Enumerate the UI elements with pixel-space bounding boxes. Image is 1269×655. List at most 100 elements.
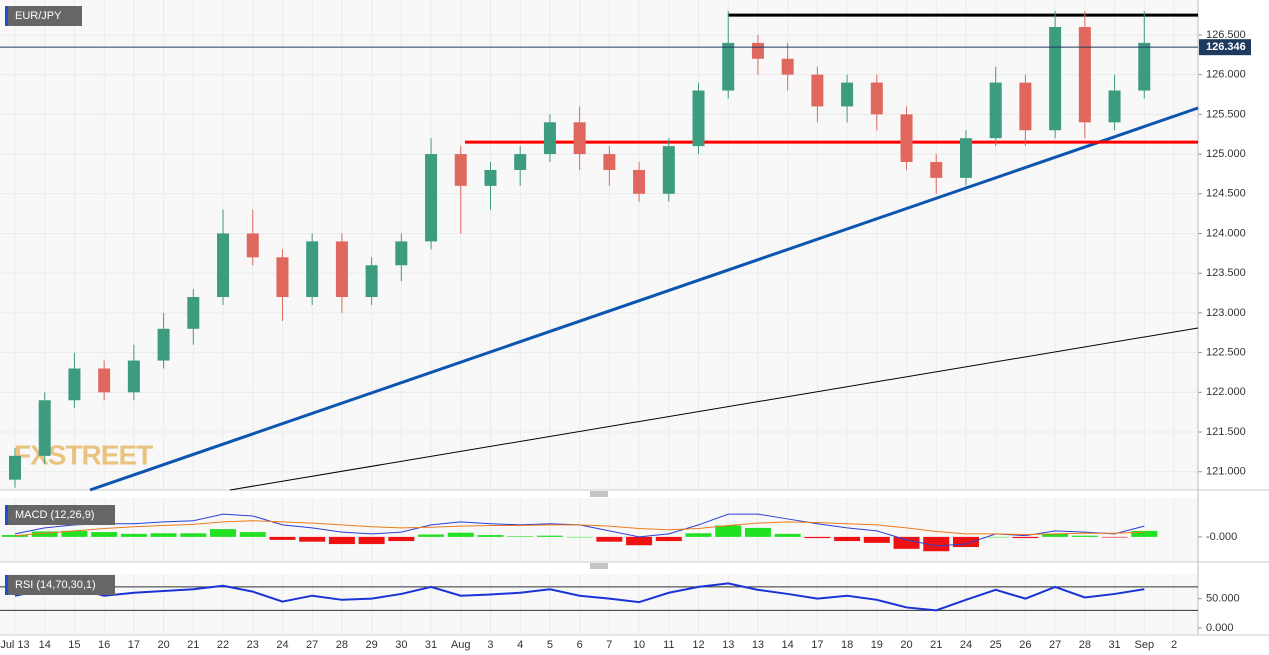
candle-body	[959, 138, 972, 178]
candle-body	[68, 368, 81, 401]
x-tick-label: 13	[722, 639, 734, 651]
macd-panel	[0, 498, 1198, 562]
x-tick-label: 20	[900, 639, 912, 651]
title-box	[5, 505, 115, 525]
trendline	[89, 106, 1199, 492]
title-box	[5, 6, 82, 26]
x-tick-label: 14	[39, 639, 51, 651]
panel-title: RSI (14,70,30,1)	[15, 579, 96, 591]
macd-histogram-bar	[507, 536, 534, 537]
plot-layer: Jul 13 14 15 16 17 20 21 22 23 24 27 28 29 30 31 Aug 3 4 5…	[0, 0, 1251, 651]
x-tick-label: 29	[365, 639, 377, 651]
watermark: FXSTREET	[14, 439, 153, 470]
y-tick-label: 124.000	[1206, 227, 1246, 239]
macd-histogram-bar	[269, 536, 296, 540]
y-tick-label: 125.000	[1206, 148, 1246, 160]
macd-histogram-bar	[982, 536, 1009, 538]
macd-histogram-bar	[299, 536, 326, 542]
macd-histogram-bar	[120, 533, 147, 537]
candle-body	[633, 169, 646, 194]
x-tick-label: 23	[247, 639, 259, 651]
y-tick-label: 124.500	[1206, 188, 1246, 200]
candle-body	[276, 257, 289, 298]
candle-body	[98, 368, 111, 393]
candle-body	[900, 114, 913, 163]
macd-histogram-bar	[744, 527, 771, 537]
x-tick-label: 7	[606, 639, 612, 651]
macd-histogram-bar	[1071, 535, 1098, 537]
macd-histogram-bar	[61, 530, 88, 537]
title-accent	[5, 6, 8, 26]
x-tick-label: Aug	[451, 639, 471, 651]
candle-body	[870, 82, 883, 115]
macd-histogram-bar	[91, 532, 118, 537]
macd-histogram-bar	[1101, 536, 1128, 538]
trendline	[229, 327, 1199, 491]
x-tick-label: 15	[68, 639, 80, 651]
macd-histogram-bar	[1042, 533, 1069, 537]
x-tick-label: 21	[187, 639, 199, 651]
candle-body	[989, 82, 1002, 139]
macd-histogram-bar	[952, 536, 979, 548]
y-tick-label: 126.000	[1206, 69, 1246, 81]
macd-histogram-bar	[774, 533, 801, 537]
x-tick-label: 12	[692, 639, 704, 651]
x-tick-label: 25	[990, 639, 1002, 651]
y-tick-label: 50.000	[1206, 593, 1240, 605]
macd-histogram-bar	[239, 532, 266, 537]
drag-handle[interactable]	[590, 491, 608, 497]
y-tick-label: 123.500	[1206, 267, 1246, 279]
y-tick-label: -0.000	[1206, 531, 1237, 543]
x-tick-label: 14	[782, 639, 794, 651]
candle-body	[1049, 27, 1062, 131]
macd-histogram-bar	[447, 532, 474, 537]
candle-body	[573, 122, 586, 155]
rsi-panel	[0, 574, 1198, 635]
x-tick-label: 30	[395, 639, 407, 651]
candle-body	[811, 74, 824, 107]
candle-body	[930, 162, 943, 178]
macd-histogram-bar	[180, 533, 207, 537]
macd-histogram-bar	[418, 534, 445, 537]
macd-histogram-bar	[834, 536, 861, 542]
x-tick-label: Jul 13	[0, 639, 29, 651]
macd-histogram-bar	[923, 536, 950, 552]
candle-body	[454, 154, 467, 186]
y-tick-label: 122.000	[1206, 386, 1246, 398]
x-tick-label: 28	[1079, 639, 1091, 651]
x-tick-label: 5	[547, 639, 553, 651]
candle-body	[157, 328, 170, 361]
macd-histogram-bar	[863, 536, 890, 543]
last-price-label: 126.346	[1206, 41, 1246, 53]
drag-handle[interactable]	[590, 563, 608, 569]
x-tick-label: 24	[276, 639, 288, 651]
x-tick-label: 13	[752, 639, 764, 651]
y-tick-label: 126.500	[1206, 29, 1246, 41]
x-tick-label: 16	[98, 639, 110, 651]
price-panel	[0, 0, 1198, 490]
x-tick-label: 22	[217, 639, 229, 651]
x-tick-label: 10	[633, 639, 645, 651]
candle-body	[187, 297, 200, 329]
panel-title: EUR/JPY	[15, 10, 62, 22]
y-tick-label: 121.500	[1206, 426, 1246, 438]
candle-body	[425, 154, 438, 242]
candle-body	[1108, 90, 1121, 123]
candle-body	[484, 169, 497, 186]
macd-histogram-bar	[210, 529, 237, 537]
candle-body	[841, 82, 854, 107]
candle-body	[751, 42, 764, 59]
macd-histogram-bar	[566, 536, 593, 538]
candle-body	[365, 265, 378, 298]
x-tick-label: 31	[1108, 639, 1120, 651]
x-tick-label: 20	[157, 639, 169, 651]
x-tick-label: 11	[663, 639, 674, 651]
title-box	[5, 575, 115, 595]
macd-histogram-bar	[655, 536, 682, 542]
candle-body	[722, 42, 735, 91]
candle-body	[1019, 82, 1032, 131]
rsi-line	[14, 582, 1145, 612]
candle-body	[246, 233, 259, 258]
macd-histogram-bar	[893, 536, 920, 549]
x-tick-label: 6	[577, 639, 583, 651]
